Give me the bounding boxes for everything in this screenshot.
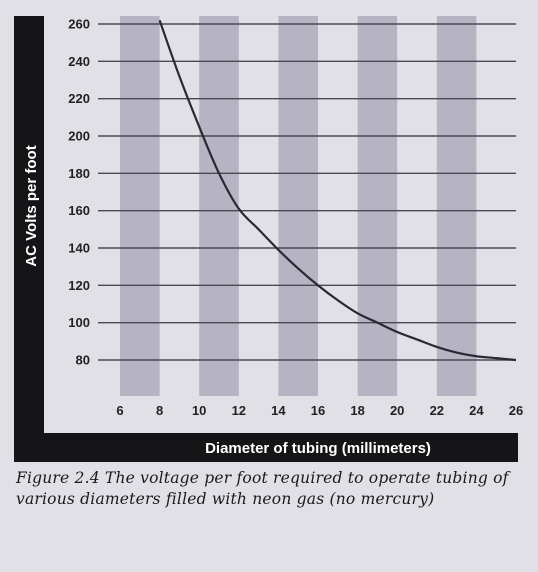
y-axis-bar: [14, 16, 44, 462]
y-tick-label: 120: [68, 278, 90, 293]
y-tick-label: 160: [68, 203, 90, 218]
x-tick-label: 22: [430, 403, 444, 418]
background-band: [278, 16, 318, 396]
y-axis-label: AC Volts per foot: [23, 145, 40, 266]
x-tick-label: 12: [232, 403, 246, 418]
x-tick-label: 10: [192, 403, 206, 418]
y-tick-label: 240: [68, 54, 90, 69]
y-tick-label: 220: [68, 91, 90, 106]
y-tick-label: 80: [76, 353, 90, 368]
y-tick-label: 180: [68, 166, 90, 181]
y-tick-label: 200: [68, 129, 90, 144]
y-tick-label: 140: [68, 241, 90, 256]
figure-caption: Figure 2.4 The voltage per foot required…: [16, 469, 509, 508]
x-tick-label: 18: [350, 403, 364, 418]
x-tick-label: 8: [156, 403, 163, 418]
background-band: [436, 16, 477, 396]
y-tick-label: 260: [68, 17, 90, 32]
background-band: [199, 16, 239, 396]
x-axis-label: Diameter of tubing (millimeters): [205, 440, 431, 457]
x-tick-label: 20: [390, 403, 404, 418]
x-axis-bar: [14, 433, 518, 462]
background-band: [120, 16, 160, 396]
x-tick-label: 14: [271, 403, 286, 418]
background-band: [357, 16, 398, 396]
x-tick-label: 26: [509, 403, 523, 418]
x-tick-label: 16: [311, 403, 325, 418]
series-line: [158, 19, 516, 362]
y-tick-label: 100: [68, 315, 90, 330]
x-tick-label: 24: [469, 403, 484, 418]
x-tick-label: 6: [116, 403, 123, 418]
